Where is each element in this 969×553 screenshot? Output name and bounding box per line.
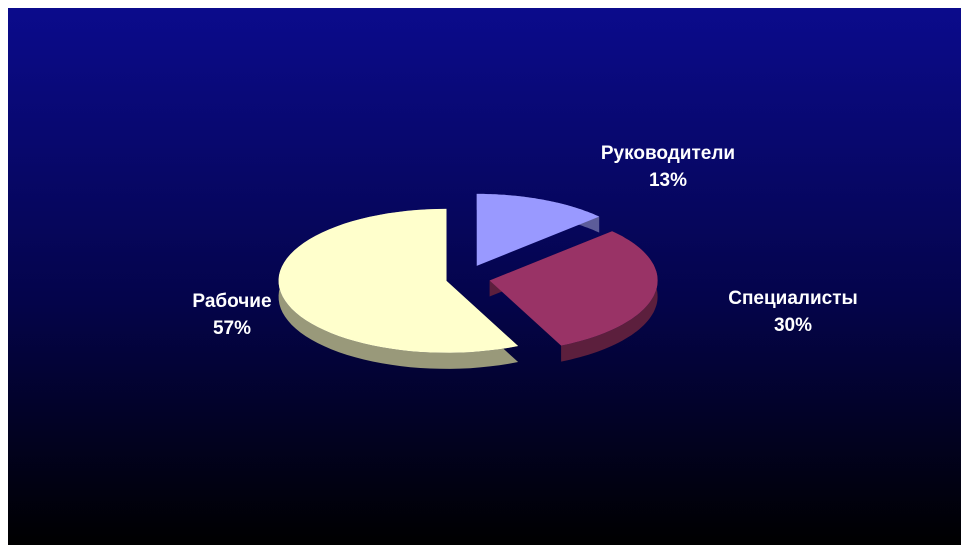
category-label: Руководители <box>601 143 735 164</box>
pie-slice <box>476 193 600 282</box>
slice-top <box>476 193 600 266</box>
category-label: Специалисты <box>728 288 858 309</box>
slice-top <box>278 208 519 353</box>
pie-slice <box>489 231 658 362</box>
slice-top <box>489 231 658 346</box>
slice-side <box>278 208 519 369</box>
value-label: 30% <box>774 315 812 336</box>
slide-background <box>8 8 961 545</box>
pie-slice <box>278 208 519 369</box>
value-label: 13% <box>649 170 687 191</box>
value-label: 57% <box>213 318 251 339</box>
category-label: Рабочие <box>192 291 271 312</box>
